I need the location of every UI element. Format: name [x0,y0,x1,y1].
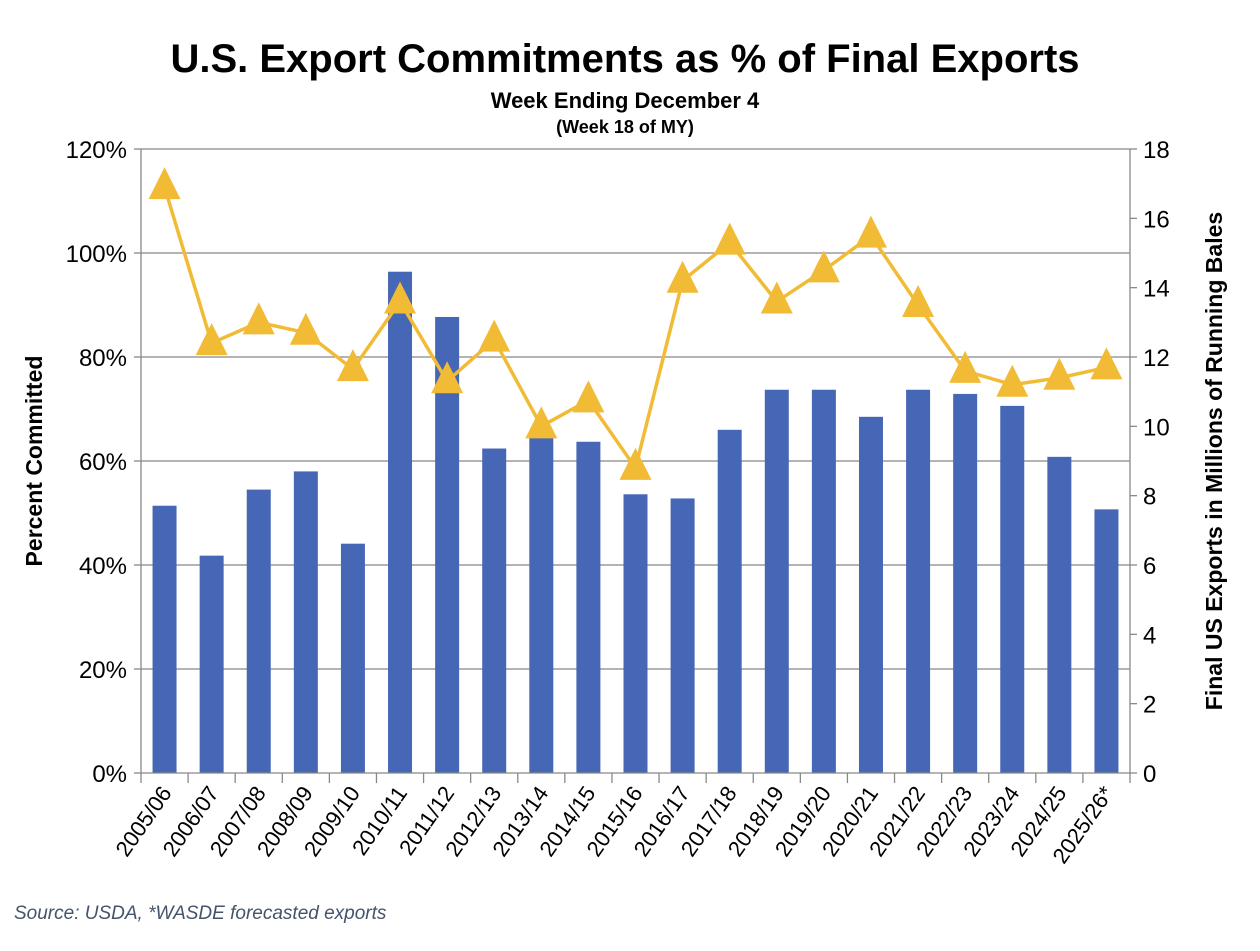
bar [717,429,742,773]
triangle-marker [242,302,275,335]
y2-tick-label: 0 [1143,761,1156,788]
triangle-marker [1043,357,1076,390]
bar [811,389,836,773]
triangle-marker [854,215,887,248]
triangle-marker [949,350,982,383]
y2-tick-label: 14 [1143,276,1170,303]
triangle-marker [666,260,699,293]
triangle-marker [713,222,746,255]
triangle-marker [619,447,652,480]
y2-tick-label: 18 [1143,137,1170,164]
bar [246,489,271,773]
bar [1047,456,1072,773]
source-note: Source: USDA, *WASDE forecasted exports [14,903,387,924]
triangle-marker [384,281,417,314]
y2-tick-label: 6 [1143,553,1156,580]
y-tick-label: 60% [79,449,127,476]
y-tick-label: 120% [66,137,127,164]
bar [482,448,507,773]
triangle-marker [902,285,935,317]
triangle-marker [195,323,228,356]
bar [529,436,554,773]
bar [152,505,177,773]
chart-title: U.S. Export Commitments as % of Final Ex… [170,37,1079,81]
bar [623,494,648,773]
bar [858,416,883,773]
line-series [148,167,1123,480]
y-tick-label: 0% [92,761,127,788]
bar [388,271,413,773]
y-tick-label: 80% [79,345,127,372]
bar [906,389,931,773]
bar [199,555,224,773]
triangle-marker [431,361,464,394]
bar [953,393,978,773]
triangle-marker [525,406,558,439]
triangle-marker [996,364,1029,397]
y2-tick-label: 2 [1143,692,1156,719]
triangle-marker [807,250,840,283]
triangle-marker [148,167,181,200]
y2-axis-title: Final US Exports in Millions of Running … [1201,212,1227,710]
y-tick-label: 20% [79,657,127,684]
bar [670,498,695,773]
bar-series [152,271,1119,773]
y2-tick-label: 4 [1143,622,1156,649]
y-tick-label: 40% [79,553,127,580]
bar [340,543,365,773]
y-axis-title: Percent Committed [21,356,47,567]
bar [1000,405,1025,773]
y-tick-label: 100% [66,241,127,268]
triangle-marker [572,380,605,413]
chart-subtitle-week: (Week 18 of MY) [556,117,694,137]
bar [764,389,789,773]
y2-tick-label: 12 [1143,345,1170,372]
y2-tick-label: 10 [1143,414,1170,441]
bar [576,441,601,773]
triangle-marker [478,319,511,352]
triangle-marker [1090,347,1123,380]
y2-tick-label: 8 [1143,484,1156,511]
triangle-marker [336,349,369,382]
y2-tick-label: 16 [1143,206,1170,233]
triangle-marker [760,281,793,314]
bar [1094,509,1119,773]
bar [293,471,318,773]
triangle-marker [289,312,322,345]
chart-subtitle: Week Ending December 4 [491,88,760,113]
